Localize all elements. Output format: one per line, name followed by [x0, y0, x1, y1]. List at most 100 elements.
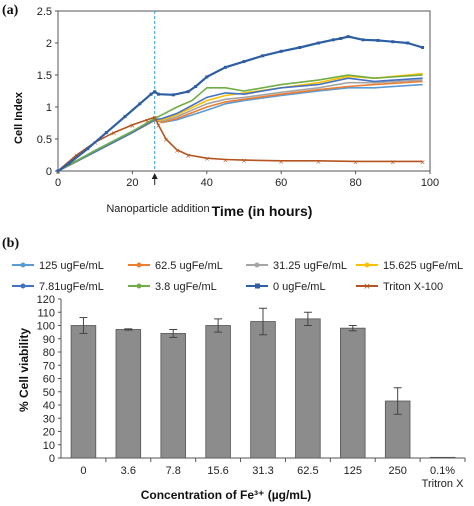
bar-1 — [115, 329, 142, 459]
x-tick-label: Tritron X — [422, 478, 464, 490]
x-tick-label: 20 — [126, 177, 138, 189]
series-point-0-ugfe — [138, 102, 142, 106]
series-point-triton: × — [420, 158, 426, 166]
series-point-0-ugfe — [149, 92, 153, 96]
series-point-0-ugfe — [186, 90, 190, 94]
legend-label-triton-x-100: Triton X-100 — [383, 281, 443, 293]
x-tick-label: 80 — [349, 177, 361, 189]
legend-marker-31-25-ugfe-ml — [254, 262, 260, 268]
y-tick-label: 120 — [37, 294, 55, 306]
series-point-triton: × — [144, 117, 150, 125]
y-tick-label: 2 — [46, 38, 52, 50]
series-point-0-ugfe — [279, 49, 283, 53]
bar-3 — [205, 325, 231, 459]
y-tick-label: 1.5 — [37, 70, 52, 82]
series-point-triton: × — [152, 114, 158, 122]
series-point-triton: × — [156, 122, 162, 130]
legend-marker-triton-x-100: × — [363, 282, 371, 292]
y-tick-label: 50 — [43, 387, 55, 399]
series-point-triton: × — [222, 156, 228, 164]
series-point-triton: × — [163, 136, 169, 144]
bar-chart-y-axis-label: % Cell viability — [17, 328, 31, 412]
line-chart-x-axis-label: Time (in hours) — [212, 203, 313, 219]
legend-marker-62-5-ugfe-ml — [136, 262, 142, 268]
x-tick-label: 31.3 — [252, 465, 273, 477]
x-tick-label: 60 — [275, 177, 287, 189]
line-chart: 00.511.522.50 20 40 60 80 100 ××××× ××××× × × × × ×… — [13, 6, 439, 219]
series-point-0-ugfe — [153, 90, 157, 94]
series-point-triton: × — [129, 122, 135, 130]
bar-chart-bars — [70, 307, 456, 459]
series-point-0-ugfe — [205, 75, 209, 79]
series-point-triton: × — [278, 158, 284, 166]
series-point-0-ugfe — [104, 131, 108, 135]
legend: 125 ugFe/mL 62.5 ugFe/mL 31.25 ugFe/mL 15.6… — [12, 260, 463, 293]
series-point-0-ugfe — [56, 169, 60, 173]
bar-0 — [70, 325, 97, 459]
series-point-0-ugfe — [331, 38, 335, 42]
x-tick-label: 0 — [80, 465, 86, 477]
line-chart-axes: 0 0.5 1 1.5 2 2.5 0 20 40 60 80 100 — [37, 6, 439, 189]
legend-marker-125-ugfe-ml — [20, 262, 26, 268]
series-point-0-ugfe — [242, 60, 246, 64]
series-point-0-ugfe — [391, 40, 395, 44]
series-point-triton: × — [185, 152, 191, 160]
x-tick-label: 62.5 — [297, 465, 318, 477]
y-tick-label: 80 — [43, 347, 55, 359]
legend-marker-7-81ugfe-ml — [20, 283, 26, 289]
series-point-0-ugfe — [123, 115, 127, 119]
y-tick-label: 60 — [43, 374, 55, 386]
x-tick-label: 0 — [55, 177, 61, 189]
y-tick-label: 70 — [43, 360, 55, 372]
series-point-0-ugfe — [316, 41, 320, 45]
series-point-0-ugfe — [223, 65, 227, 69]
y-tick-label: 2.5 — [37, 6, 52, 18]
x-tick-label: 15.6 — [207, 465, 228, 477]
x-tick-label: 3.6 — [121, 465, 136, 477]
series-line-triton-x-100 — [57, 116, 423, 172]
series-point-triton: × — [204, 155, 210, 163]
series-point-0-ugfe — [171, 93, 175, 97]
series-point-triton: × — [174, 147, 180, 155]
legend-marker-15-625-ugfe-ml — [364, 262, 370, 268]
series-point-0-ugfe — [86, 147, 90, 151]
y-tick-label: 1 — [46, 102, 52, 114]
series-point-0-ugfe — [421, 45, 425, 49]
bar-4 — [250, 321, 276, 459]
panel-b-label: (b) — [2, 236, 19, 251]
series-point-0-ugfe — [67, 161, 71, 165]
series-point-0-ugfe — [298, 45, 302, 49]
series-point-triton: × — [315, 158, 321, 166]
series-point-triton: × — [241, 157, 247, 165]
series-line-7-81ugfe-ml — [57, 77, 423, 172]
legend-label-7-81ugfe-ml: 7.81ugFe/mL — [39, 281, 104, 293]
legend-label-3-8-ugfe-ml: 3.8 ugFe/mL — [155, 281, 217, 293]
y-tick-label: 110 — [37, 307, 55, 319]
y-tick-label: 90 — [43, 334, 55, 346]
series-point-triton: × — [74, 152, 80, 160]
legend-label-62-5-ugfe-ml: 62.5 ugFe/mL — [155, 260, 223, 272]
series-line-0-ugfe-ml — [57, 35, 423, 172]
bar-8 — [429, 456, 456, 459]
y-tick-label: 0 — [46, 166, 52, 178]
y-tick-label: 0 — [49, 453, 55, 465]
legend-label-125-ugfe-ml: 125 ugFe/mL — [39, 260, 104, 272]
series-point-0-ugfe — [346, 35, 350, 39]
legend-marker-0-ugfe-ml — [255, 283, 260, 289]
line-chart-y-axis-label: Cell Index — [13, 91, 25, 144]
series-point-0-ugfe — [194, 85, 198, 89]
series-point-triton: × — [390, 158, 396, 166]
line-chart-plot-frame — [57, 10, 431, 172]
series-point-triton: × — [353, 158, 359, 166]
y-tick-label: 30 — [43, 413, 55, 425]
legend-label-15-625-ugfe-ml: 15.625 ugFe/mL — [383, 260, 463, 272]
x-tick-label: 125 — [344, 465, 362, 477]
series-point-0-ugfe — [339, 37, 343, 41]
series-line-3-8-ugfe-ml — [57, 74, 423, 172]
legend-label-0-ugfe-ml: 0 ugFe/mL — [273, 281, 326, 293]
y-tick-label: 10 — [43, 440, 55, 452]
nanoparticle-arrow-head — [151, 173, 158, 179]
panel-a-label: (a) — [2, 3, 19, 18]
